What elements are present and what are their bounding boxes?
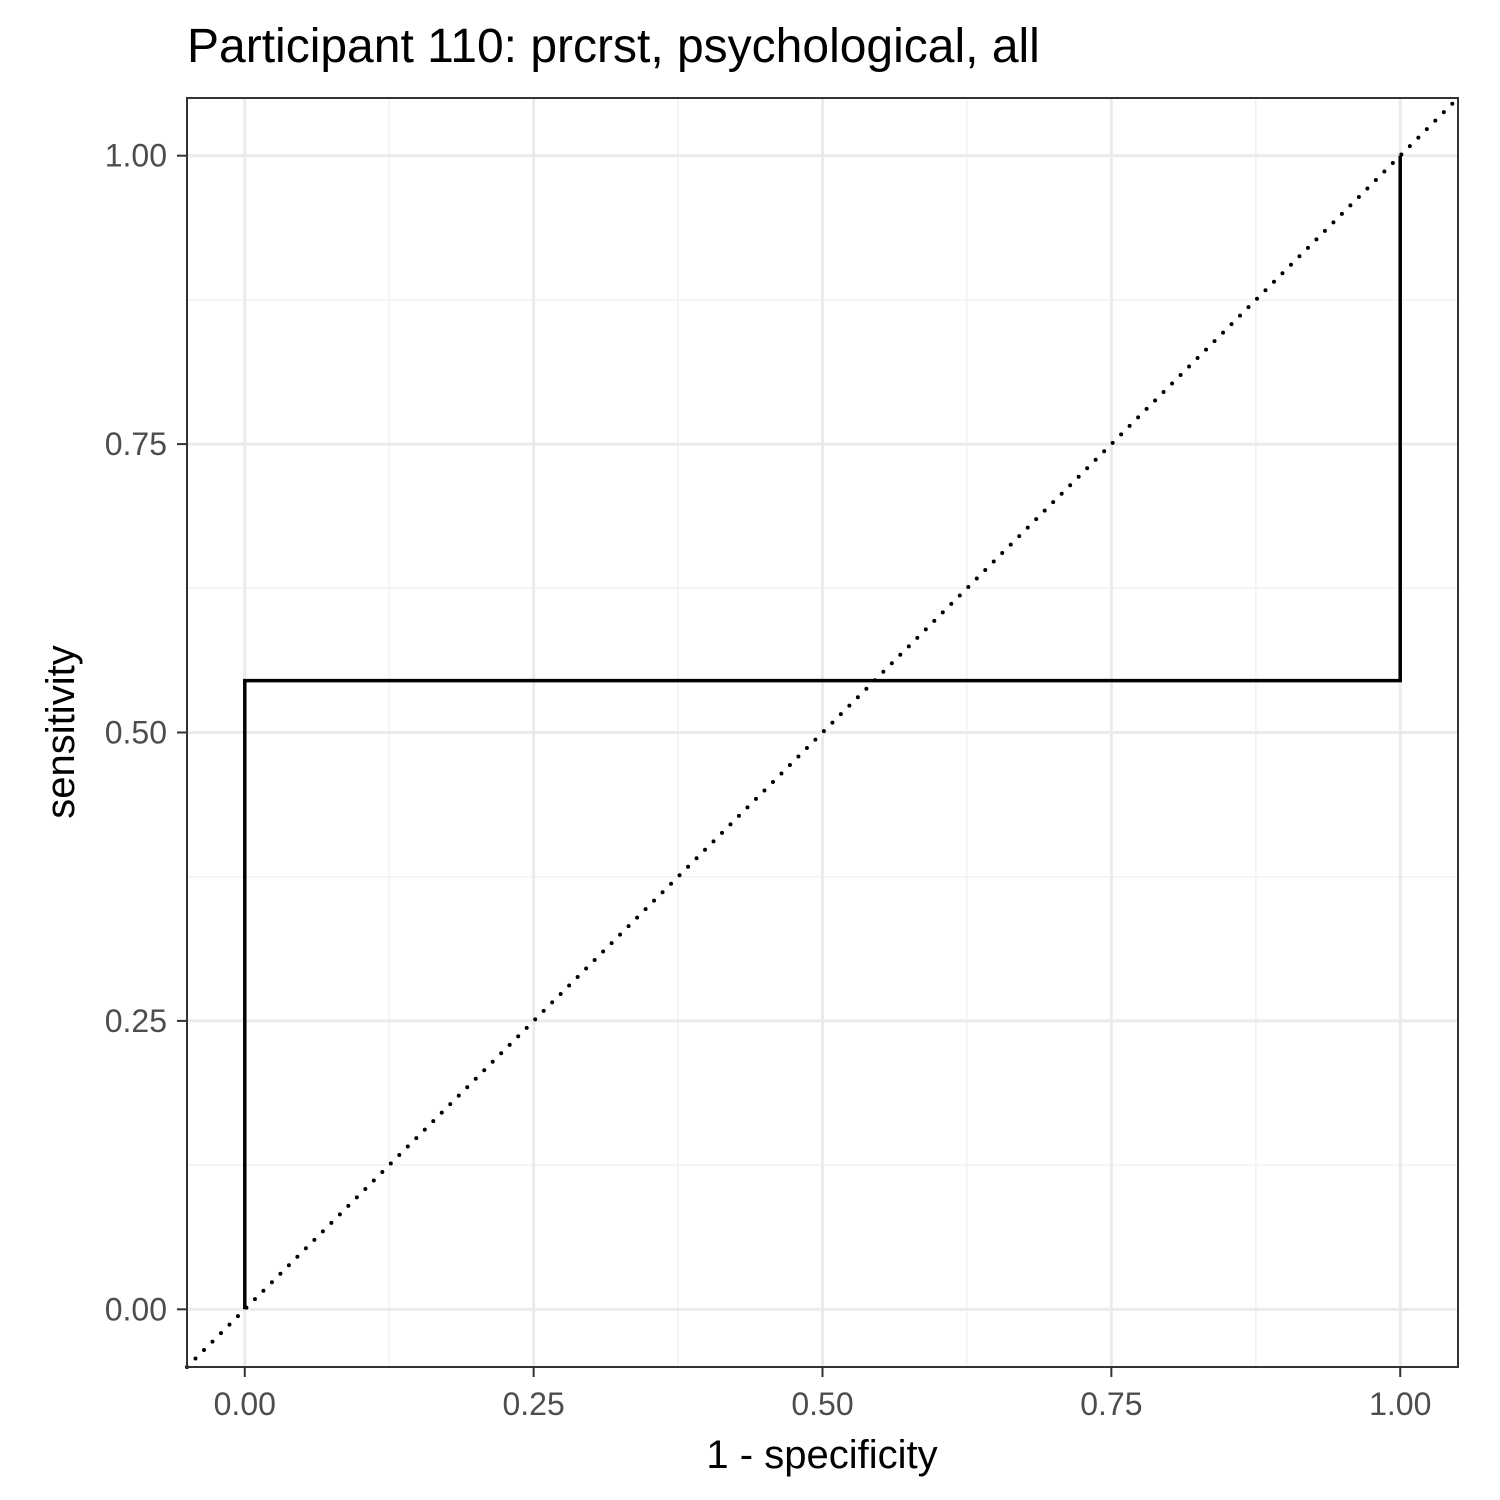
x-axis-title: 1 - specificity [706, 1433, 937, 1477]
x-axis-ticks: 0.00 0.25 0.50 0.75 1.00 [214, 1367, 1431, 1422]
chart-title: Participant 110: prcrst, psychological, … [187, 20, 1040, 73]
y-tick-label: 0.00 [105, 1291, 167, 1327]
x-tick-label: 0.75 [1080, 1386, 1142, 1422]
diagonal-reference-line [185, 96, 1460, 1369]
x-tick-label: 0.50 [791, 1386, 853, 1422]
roc-curve-line [243, 155, 1402, 1310]
y-axis-title: sensitivity [39, 645, 83, 818]
x-tick-label: 0.00 [214, 1386, 276, 1422]
x-tick-label: 0.25 [502, 1386, 564, 1422]
y-tick-label: 1.00 [105, 138, 167, 174]
y-tick-label: 0.50 [105, 715, 167, 751]
series-layer [185, 96, 1460, 1369]
y-axis-ticks: 0.00 0.25 0.50 0.75 1.00 [105, 138, 187, 1327]
y-tick-label: 0.25 [105, 1003, 167, 1039]
x-tick-label: 1.00 [1369, 1386, 1431, 1422]
y-tick-label: 0.75 [105, 426, 167, 462]
major-gridlines [187, 98, 1458, 1367]
